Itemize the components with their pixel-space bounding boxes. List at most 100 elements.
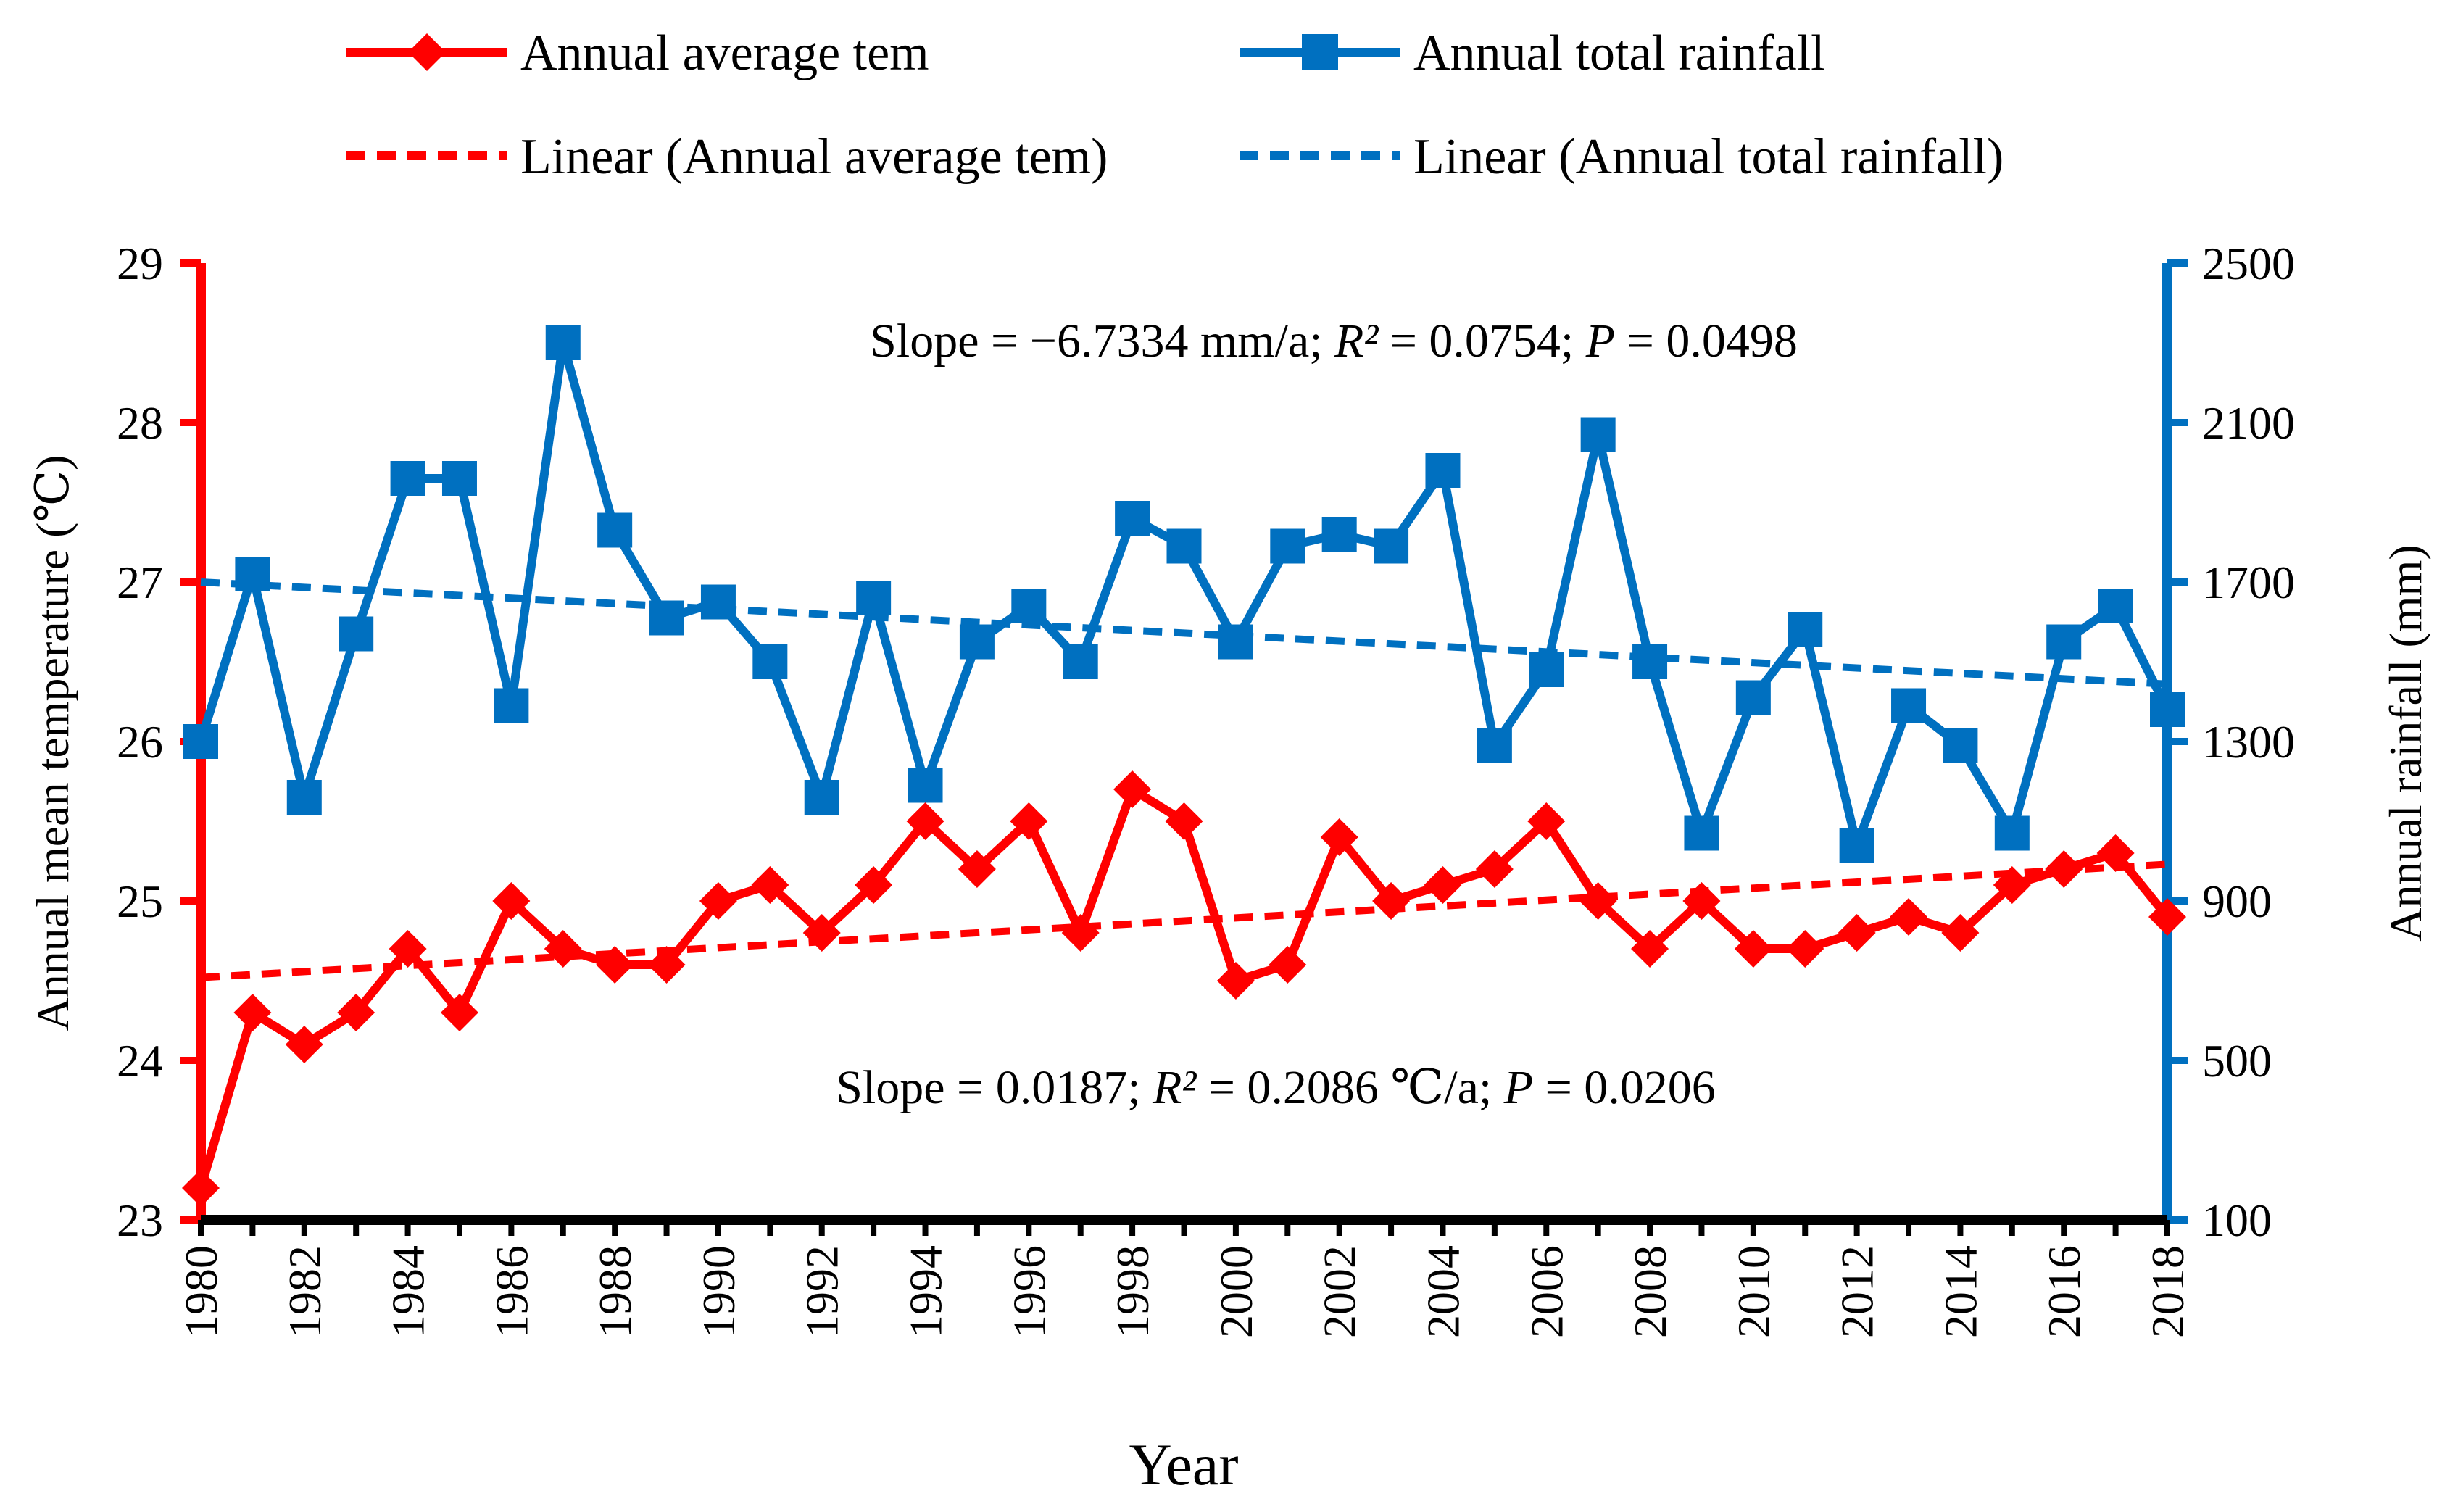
legend-temp-trend-label: Linear (Annual average tem) [520, 129, 1108, 185]
rain-point [1374, 528, 1409, 564]
temp-point [699, 882, 737, 920]
rain-trend-line [200, 578, 2168, 688]
temp-point [544, 930, 582, 968]
left-y-axis-title: Annual mean temperature (℃) [27, 455, 78, 1031]
axes: 23 24 25 26 27 28 29 100 500 900 1300 1700 2100 2500… [117, 238, 2295, 1338]
rain-point [959, 624, 995, 660]
temp-point [1269, 946, 1307, 984]
x-tick-label: 2006 [1521, 1245, 1572, 1338]
temp-point [1320, 818, 1358, 856]
rain-point [1011, 589, 1047, 623]
rain-point [700, 584, 736, 620]
legend-rain-marker [1302, 34, 1338, 70]
temp-point [1682, 882, 1721, 920]
rain-point [1115, 501, 1150, 536]
rain-point [2046, 624, 2082, 660]
temp-trend-annotation: Slope = 0.0187; R² = 0.2086 ℃/a; P = 0.0… [836, 1061, 1716, 1114]
rain-point [1684, 815, 1719, 851]
temp-point [1424, 866, 1462, 904]
x-tick-label: 1982 [279, 1245, 331, 1338]
rain-point [1218, 624, 1253, 660]
temp-point [2045, 850, 2083, 888]
x-tick-label: 1984 [383, 1245, 434, 1338]
temp-point [1372, 882, 1411, 920]
x-tick-label: 2004 [1417, 1245, 1469, 1338]
temp-point [751, 866, 789, 904]
left-y-tick-label: 27 [117, 557, 163, 608]
x-tick-label: 1992 [797, 1245, 848, 1338]
legend: Annual average tem Annual total rainfall… [346, 25, 2004, 185]
temp-point [1941, 914, 1980, 952]
rain-point [1839, 828, 1874, 863]
temp-point [1786, 930, 1824, 968]
temp-point [440, 994, 478, 1031]
temp-point [285, 1026, 323, 1063]
x-tick-label: 2012 [1832, 1245, 1883, 1338]
x-tick-label: 1986 [486, 1245, 537, 1338]
rain-point [1788, 612, 1823, 647]
left-y-ticks: 23 24 25 26 27 28 29 [117, 238, 201, 1246]
left-y-tick-label: 25 [117, 876, 163, 927]
rain-point [235, 557, 270, 591]
rain-point [1529, 652, 1564, 687]
temp-point [647, 946, 686, 984]
x-tick-label: 2016 [2038, 1245, 2090, 1338]
legend-temp-label: Annual average tem [520, 25, 929, 81]
legend-rain-trend-label: Linear (Annual total rainfall) [1413, 129, 2004, 185]
right-y-tick-label: 1300 [2202, 716, 2295, 768]
temp-point [1579, 882, 1617, 920]
temp-point [1527, 802, 1566, 840]
x-axis-title: Year [1129, 1432, 1238, 1498]
rain-point [2150, 692, 2185, 727]
x-tick-label: 2000 [1211, 1245, 1262, 1338]
rain-point [1735, 680, 1771, 715]
rain-series-line [196, 338, 2172, 850]
temp-point [233, 994, 272, 1031]
temp-point [337, 994, 375, 1031]
rain-point [908, 768, 943, 803]
right-y-ticks: 100 500 900 1300 1700 2100 2500 [2167, 238, 2295, 1246]
rain-point [1477, 728, 1512, 763]
rain-point [390, 461, 425, 496]
rain-point [1943, 728, 1978, 763]
rain-point [1891, 688, 1927, 723]
right-y-tick-label: 100 [2202, 1195, 2272, 1246]
rain-point [441, 461, 477, 496]
right-y-tick-label: 2500 [2202, 238, 2295, 289]
x-tick-label: 1980 [175, 1245, 227, 1338]
left-y-tick-label: 26 [117, 716, 163, 768]
rain-point [752, 644, 788, 679]
right-y-tick-label: 500 [2202, 1035, 2272, 1087]
right-y-tick-label: 1700 [2202, 557, 2295, 608]
temp-point [958, 850, 996, 888]
temp-trend-line [200, 860, 2168, 981]
temp-point [596, 946, 634, 984]
rain-point [1425, 453, 1461, 488]
temp-point [1165, 802, 1203, 840]
right-y-axis-title: Annual rainfall (mm) [2380, 544, 2431, 941]
rain-point [804, 780, 839, 815]
temp-point [492, 882, 531, 920]
rain-point [856, 581, 892, 615]
x-tick-label: 2010 [1728, 1245, 1780, 1338]
temp-point [1734, 930, 1772, 968]
temp-point [1216, 962, 1255, 1000]
legend-temp-marker [408, 33, 446, 71]
rain-point [597, 512, 633, 548]
temp-point [389, 930, 427, 968]
x-tick-label: 2002 [1314, 1245, 1366, 1338]
left-y-tick-label: 29 [117, 238, 163, 289]
rain-point [1063, 644, 1098, 679]
rain-point [1270, 528, 1305, 564]
rain-point [494, 688, 529, 723]
rain-point [286, 780, 322, 815]
x-tick-label: 2014 [1935, 1245, 1986, 1338]
left-y-tick-label: 28 [117, 397, 163, 449]
temp-point [1061, 914, 1100, 952]
rain-point [2098, 589, 2133, 623]
series-layer [182, 325, 2186, 1207]
temp-point [182, 1169, 220, 1207]
x-tick-label: 1996 [1003, 1245, 1055, 1338]
x-tick-label: 1994 [900, 1245, 952, 1338]
